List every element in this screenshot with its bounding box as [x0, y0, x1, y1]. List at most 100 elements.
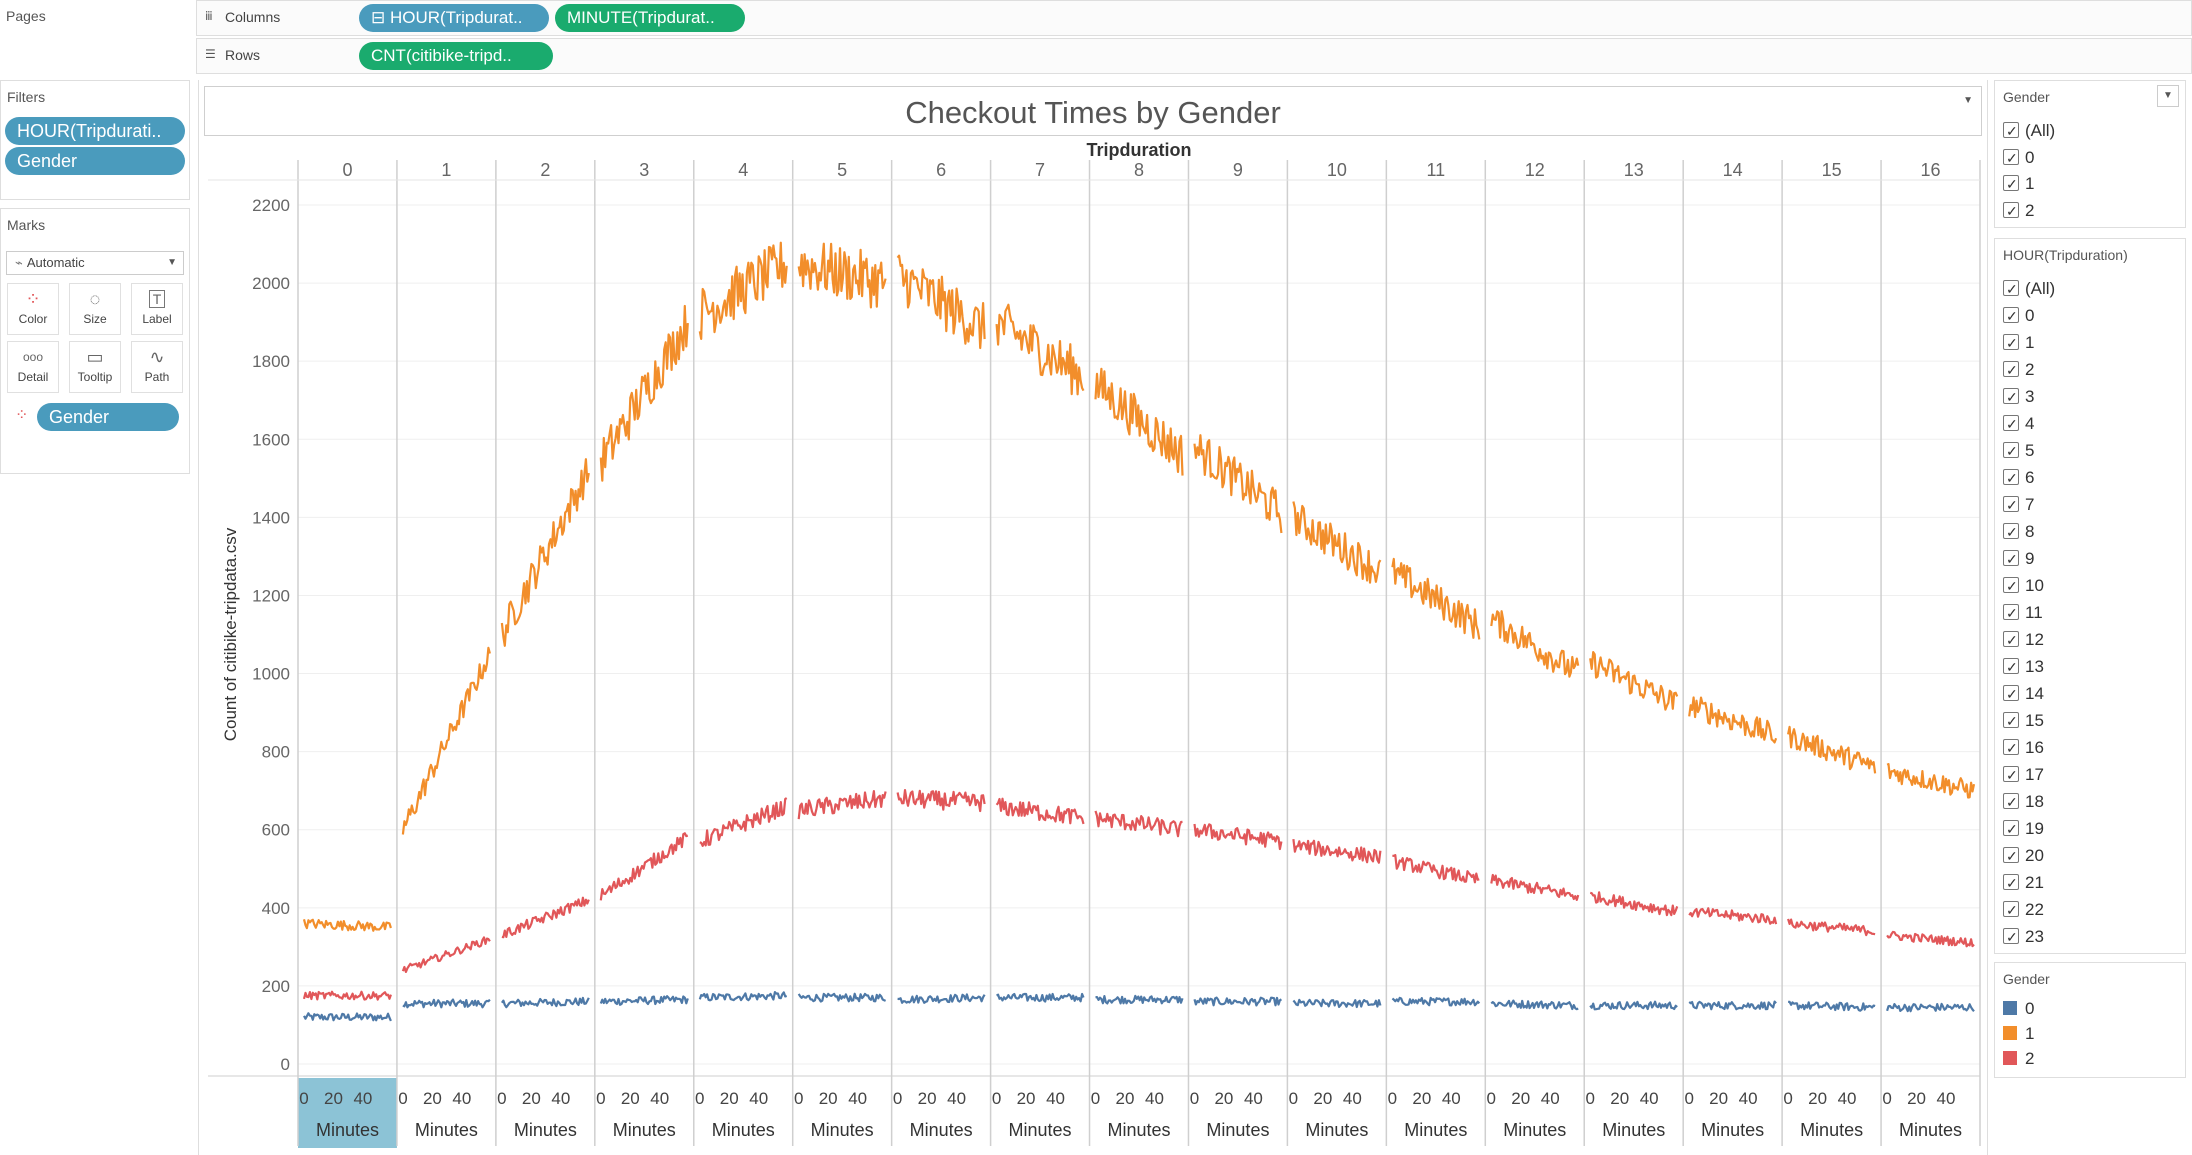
hour-filter-item[interactable]: 17: [2003, 763, 2044, 787]
hour-filter-item[interactable]: 4: [2003, 412, 2034, 436]
rows-icon: ☰: [205, 47, 216, 61]
hour-filter-item-label: 13: [2025, 657, 2044, 676]
checkbox-checked-icon[interactable]: [2003, 790, 2019, 814]
gender-filter-item[interactable]: (All): [2003, 119, 2055, 143]
hour-filter-item[interactable]: 14: [2003, 682, 2044, 706]
hour-filter-item[interactable]: (All): [2003, 277, 2055, 301]
columns-pill-hour[interactable]: ⊟ HOUR(Tripdurat..: [359, 4, 549, 32]
hour-filter-item[interactable]: 11: [2003, 601, 2043, 625]
title-menu-icon[interactable]: ▼: [1963, 95, 1973, 106]
text-label-icon: T: [132, 284, 182, 312]
columns-icon: ⅲ: [205, 9, 213, 23]
gender-filter-item[interactable]: 1: [2003, 172, 2034, 196]
hour-filter-item[interactable]: 22: [2003, 898, 2044, 922]
checkbox-checked-icon[interactable]: [2003, 628, 2019, 652]
checkbox-checked-icon[interactable]: [2003, 199, 2019, 223]
marks-pill-gender[interactable]: Gender: [37, 403, 179, 431]
hour-filter-item[interactable]: 6: [2003, 466, 2034, 490]
color-legend-label: 0: [2025, 999, 2035, 1018]
hour-filter-item[interactable]: 19: [2003, 817, 2044, 841]
path-icon: ∿: [149, 347, 165, 367]
hour-filter-item-label: 7: [2025, 495, 2035, 514]
checkbox-checked-icon[interactable]: [2003, 331, 2019, 355]
checkbox-checked-icon[interactable]: [2003, 763, 2019, 787]
checkbox-checked-icon[interactable]: [2003, 493, 2019, 517]
checkbox-checked-icon[interactable]: [2003, 172, 2019, 196]
checkbox-checked-icon[interactable]: [2003, 520, 2019, 544]
checkbox-checked-icon[interactable]: [2003, 898, 2019, 922]
checkbox-checked-icon[interactable]: [2003, 682, 2019, 706]
checkbox-checked-icon[interactable]: [2003, 385, 2019, 409]
color-button[interactable]: ⁘ Color: [7, 283, 59, 335]
checkbox-checked-icon[interactable]: [2003, 358, 2019, 382]
checkbox-checked-icon[interactable]: [2003, 146, 2019, 170]
hour-filter-item-label: 4: [2025, 414, 2035, 433]
size-button[interactable]: ◌ Size: [69, 283, 121, 335]
hour-filter-item[interactable]: 13: [2003, 655, 2044, 679]
checkbox-checked-icon[interactable]: [2003, 817, 2019, 841]
checkbox-checked-icon[interactable]: [2003, 574, 2019, 598]
hour-filter-item[interactable]: 5: [2003, 439, 2034, 463]
checkbox-checked-icon[interactable]: [2003, 412, 2019, 436]
checkbox-checked-icon[interactable]: [2003, 304, 2019, 328]
rows-shelf[interactable]: ☰ Rows CNT(citibike-tripd..: [196, 38, 2192, 74]
rows-pill-count[interactable]: CNT(citibike-tripd..: [359, 42, 553, 70]
chevron-down-icon[interactable]: ▼: [2157, 85, 2179, 107]
filter-pill-gender[interactable]: Gender: [5, 147, 185, 175]
hour-filter-item[interactable]: 15: [2003, 709, 2044, 733]
color-field-icon: ⁘: [15, 407, 29, 424]
hour-filter-title: HOUR(Tripduration): [2003, 247, 2128, 263]
hour-filter-item-label: 11: [2025, 603, 2043, 622]
checkbox-checked-icon[interactable]: [2003, 547, 2019, 571]
color-legend-item[interactable]: 0: [2003, 997, 2034, 1021]
hour-filter-item[interactable]: 8: [2003, 520, 2034, 544]
filter-pill-hour[interactable]: HOUR(Tripdurati..: [5, 117, 185, 145]
checkbox-checked-icon[interactable]: [2003, 466, 2019, 490]
checkbox-checked-icon[interactable]: [2003, 119, 2019, 143]
hour-filter-item[interactable]: 7: [2003, 493, 2034, 517]
hour-filter-item[interactable]: 23: [2003, 925, 2044, 949]
hour-filter-item[interactable]: 9: [2003, 547, 2034, 571]
color-legend-item[interactable]: 1: [2003, 1022, 2034, 1046]
detail-button[interactable]: ooo Detail: [7, 341, 59, 393]
hour-filter-item[interactable]: 20: [2003, 844, 2044, 868]
checkbox-checked-icon[interactable]: [2003, 925, 2019, 949]
checkbox-checked-icon[interactable]: [2003, 277, 2019, 301]
chart-title-box[interactable]: Checkout Times by Gender ▼: [204, 86, 1982, 136]
gender-filter-item-label: (All): [2025, 121, 2056, 140]
gender-filter-item[interactable]: 2: [2003, 199, 2034, 223]
checkbox-checked-icon[interactable]: [2003, 709, 2019, 733]
hour-filter-item-label: 20: [2025, 846, 2044, 865]
hour-filter-item[interactable]: 2: [2003, 358, 2034, 382]
path-button-label: Path: [144, 370, 170, 384]
hour-filter-item-label: 10: [2025, 576, 2044, 595]
tooltip-icon: ▭: [86, 347, 104, 367]
checkbox-checked-icon[interactable]: [2003, 601, 2019, 625]
detail-icon: ooo: [22, 350, 44, 364]
hour-filter-item[interactable]: 3: [2003, 385, 2034, 409]
color-legend-item[interactable]: 2: [2003, 1047, 2034, 1071]
hour-filter-item[interactable]: 0: [2003, 304, 2034, 328]
hour-filter-item[interactable]: 16: [2003, 736, 2044, 760]
checkbox-checked-icon[interactable]: [2003, 655, 2019, 679]
hour-filter-item[interactable]: 21: [2003, 871, 2044, 895]
columns-pill-minute[interactable]: MINUTE(Tripdurat..: [555, 4, 745, 32]
label-button[interactable]: T Label: [131, 283, 183, 335]
checkbox-checked-icon[interactable]: [2003, 871, 2019, 895]
columns-shelf[interactable]: ⅲ Columns ⊟ HOUR(Tripdurat.. MINUTE(Trip…: [196, 0, 2192, 36]
tooltip-button[interactable]: ▭ Tooltip: [69, 341, 121, 393]
gender-filter-item-label: 0: [2025, 147, 2035, 167]
hour-filter-item[interactable]: 18: [2003, 790, 2044, 814]
hour-filter-item-label: 22: [2025, 900, 2044, 919]
checkbox-checked-icon[interactable]: [2003, 439, 2019, 463]
gender-filter-title: Gender: [2003, 89, 2050, 105]
hour-filter-item[interactable]: 10: [2003, 574, 2044, 598]
hour-filter-item[interactable]: 1: [2003, 331, 2034, 355]
gender-filter-item[interactable]: 0: [2003, 146, 2034, 170]
checkbox-checked-icon[interactable]: [2003, 736, 2019, 760]
path-button[interactable]: ∿ Path: [131, 341, 183, 393]
hour-filter-item[interactable]: 12: [2003, 628, 2044, 652]
mark-type-dropdown[interactable]: ⌁ Automatic ▼: [6, 251, 184, 275]
chevron-down-icon: ▼: [167, 257, 177, 268]
checkbox-checked-icon[interactable]: [2003, 844, 2019, 868]
